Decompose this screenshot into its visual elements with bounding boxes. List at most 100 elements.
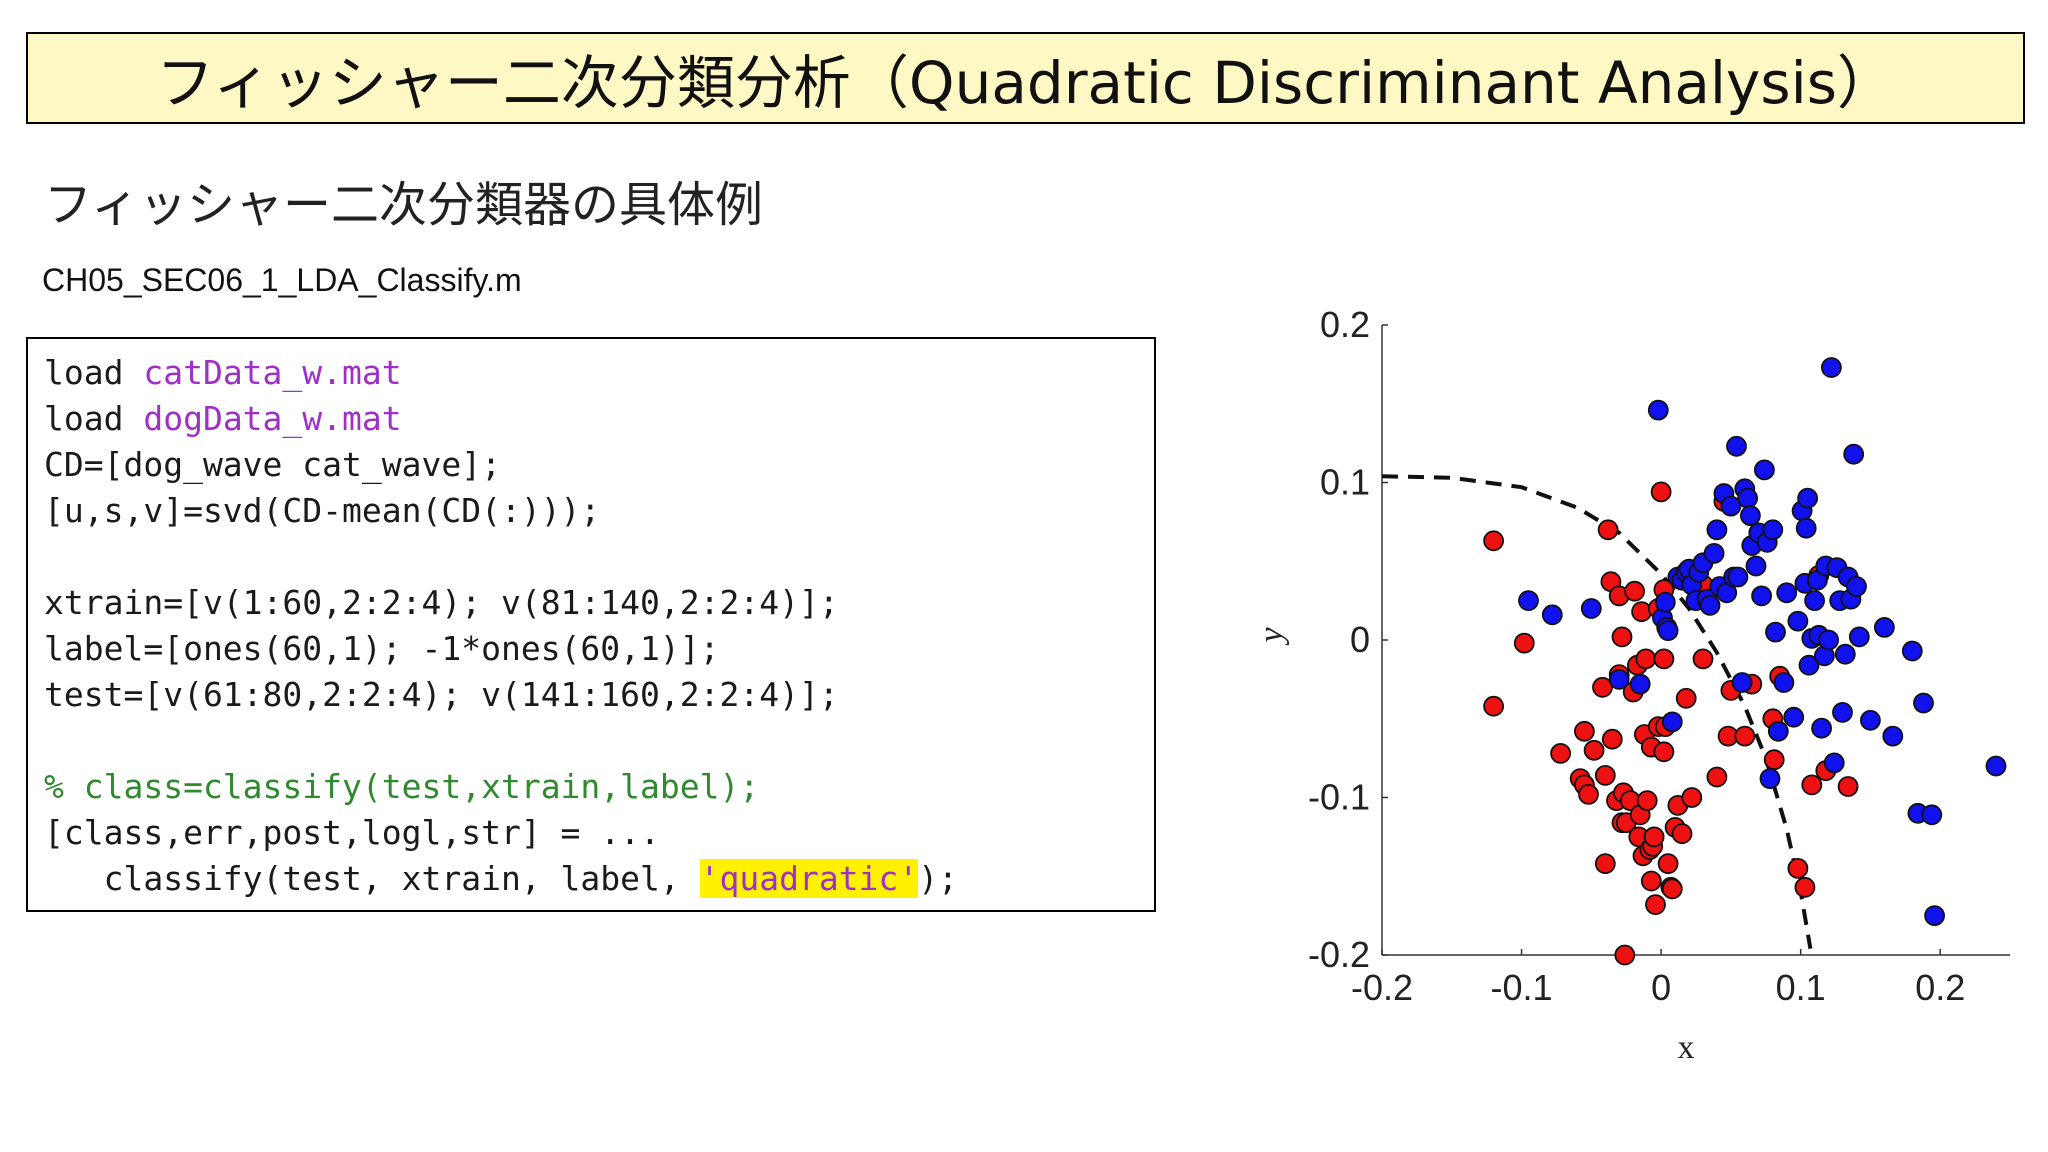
blue-point (1874, 616, 1895, 638)
red-point (1837, 776, 1859, 797)
blue-point (1629, 673, 1651, 695)
red-point (1653, 741, 1675, 763)
blue-point (1821, 357, 1842, 378)
blue-point (1767, 720, 1789, 742)
blue-point (1843, 443, 1865, 465)
blue-point (1654, 591, 1676, 613)
red-point (1624, 580, 1646, 602)
scatter-chart: -0.2 -0.1 0 0.1 0.2 0.2 0.1 0 -0.1 -0.2 x y (1253, 304, 2010, 1066)
blue-point (1795, 517, 1817, 539)
code-string: catData_w.mat (143, 353, 402, 392)
blue-point (1739, 505, 1761, 527)
blue-point (1787, 610, 1809, 632)
script-filename: CH05_SEC06_1_LDA_Classify.m (42, 262, 522, 298)
code-line-4: [u,s,v]=svd(CD-mean(CD(:))); (44, 491, 601, 530)
title-banner: フィッシャー二次分類分析（Quadratic Discriminant Anal… (26, 32, 2025, 124)
blue-point (1860, 709, 1881, 731)
code-block: load catData_w.mat load dogData_w.mat CD… (26, 337, 1156, 912)
red-point (1645, 894, 1666, 915)
blue-point (1608, 668, 1630, 690)
red-point (1681, 787, 1703, 808)
blue-point (1783, 706, 1805, 728)
decision-boundary (1381, 474, 1813, 950)
blue-point (1727, 566, 1749, 588)
red-point (1601, 728, 1623, 750)
blue-point (1706, 519, 1728, 541)
blue-point (1580, 598, 1602, 619)
blue-point (1797, 487, 1818, 509)
code-call: classify(test, xtrain, label, (44, 859, 700, 898)
code-line-3: CD=[dog_wave cat_wave]; (44, 445, 501, 484)
blue-point (1832, 701, 1853, 723)
highlighted-string: 'quadratic' (699, 859, 919, 898)
code-line-2: load dogData_w.mat (44, 397, 402, 441)
code-line-6: label=[ones(60,1); -1*ones(60,1)]; (44, 629, 720, 668)
red-point (1483, 695, 1505, 717)
red-point (1661, 878, 1683, 900)
blue-point (1773, 672, 1795, 693)
blue-point (1762, 519, 1784, 541)
blue-point (1754, 459, 1775, 481)
blue-point (1901, 640, 1923, 662)
red-point (1483, 530, 1505, 552)
x-tick-label: -0.1 (1491, 967, 1553, 1008)
blue-point (1699, 594, 1721, 616)
blue-point (1848, 626, 1870, 648)
slide-title: フィッシャー二次分類分析（Quadratic Discriminant Anal… (156, 49, 1895, 117)
blue-point (1751, 585, 1772, 607)
code-call-end: ); (918, 859, 958, 898)
blue-point (1913, 692, 1934, 714)
red-point (1635, 648, 1657, 670)
blue-point (1776, 582, 1798, 604)
red-point (1597, 519, 1619, 541)
code-line-1: load catData_w.mat (44, 351, 402, 395)
x-tick-label: 0.2 (1915, 967, 1965, 1008)
red-point (1583, 739, 1605, 761)
red-point (1592, 676, 1613, 698)
red-point (1801, 774, 1823, 796)
blue-point (1804, 590, 1825, 612)
red-point (1631, 601, 1653, 623)
y-tick-label: -0.2 (1308, 934, 1370, 975)
chart-labels: -0.2 -0.1 0 0.1 0.2 0.2 0.1 0 -0.1 -0.2 x y (1253, 304, 1965, 1066)
blue-point (1661, 711, 1683, 733)
x-tick-label: 0 (1651, 967, 1671, 1008)
blue-point (1731, 672, 1753, 693)
x-axis-label: x (1678, 1029, 1695, 1066)
code-keyword: load (44, 353, 144, 392)
blue-point (1518, 590, 1539, 612)
blue-point (1765, 621, 1786, 643)
blue-point (1745, 555, 1767, 577)
red-point (1594, 853, 1616, 874)
blue-point (1846, 576, 1867, 597)
code-line-9: [class,err,post,logl,str] = ... (44, 813, 660, 852)
blue-point (1811, 717, 1832, 739)
blue-point (1924, 905, 1945, 926)
red-point (1671, 823, 1693, 845)
blue-point (1647, 399, 1669, 421)
blue-point (1726, 435, 1747, 457)
red-point (1650, 481, 1672, 503)
blue-point (1703, 542, 1725, 564)
code-string: dogData_w.mat (143, 399, 402, 438)
red-point (1550, 742, 1572, 764)
red-point (1657, 853, 1679, 874)
blue-point (1541, 604, 1563, 626)
blue-point (1882, 725, 1904, 747)
x-tick-label: -0.2 (1351, 967, 1413, 1008)
code-keyword: load (44, 399, 144, 438)
blue-point (1823, 752, 1845, 774)
red-point (1692, 648, 1714, 670)
blue-point (1737, 487, 1759, 509)
y-tick-label: 0 (1350, 619, 1370, 660)
y-tick-label: 0.2 (1320, 304, 1370, 345)
code-line-5: xtrain=[v(1:60,2:2:4); v(81:140,2:2:4)]; (44, 583, 839, 622)
red-point (1794, 876, 1816, 898)
boundary-curve (1381, 474, 1813, 950)
x-tick-label: 0.1 (1776, 967, 1826, 1008)
red-point (1611, 626, 1633, 648)
slide-subtitle: フィッシャー二次分類器の具体例 (44, 177, 764, 233)
red-point (1706, 766, 1728, 788)
blue-point (1657, 620, 1679, 642)
blue-point (1985, 755, 2007, 777)
